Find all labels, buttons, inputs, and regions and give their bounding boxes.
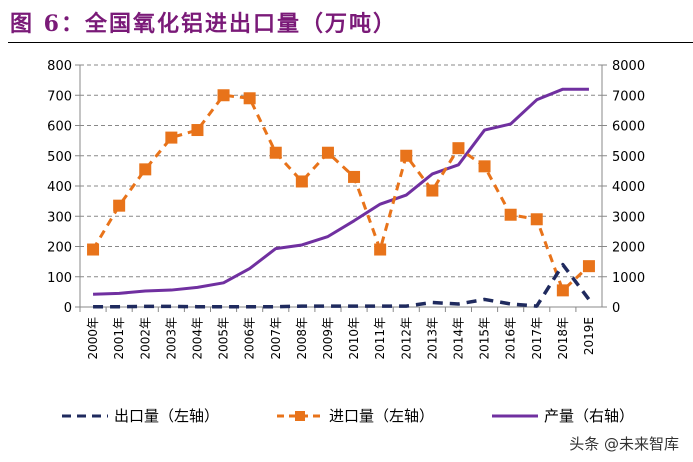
legend-swatch-import	[277, 410, 323, 421]
chart-title: 图 6：全国氧化铝进出口量（万吨）	[10, 11, 397, 37]
right-tick-label: 7000	[612, 89, 645, 104]
data-point-import	[217, 89, 230, 102]
left-tick-label: 300	[47, 210, 72, 225]
data-point-import	[452, 142, 465, 155]
left-tick-label: 100	[47, 271, 72, 286]
legend-item-production: 产量（右轴）	[490, 405, 634, 426]
data-point-import	[113, 199, 126, 212]
series-line-2	[92, 87, 589, 296]
legend-item-import: 进口量（左轴）	[275, 405, 434, 426]
x-tick-label: 2013年	[425, 317, 439, 360]
right-tick-label: 5000	[612, 150, 645, 165]
legend-label-export: 出口量（左轴）	[114, 407, 220, 425]
data-point-import	[504, 208, 517, 221]
right-tick-label: 1000	[612, 271, 645, 286]
series-line-1	[91, 93, 590, 292]
legend-label-production: 产量（右轴）	[544, 407, 635, 425]
x-tick-label: 2015年	[478, 317, 492, 360]
data-point-import	[556, 284, 569, 297]
legend: 出口量（左轴） 进口量（左轴） 产量（右轴）	[60, 405, 680, 431]
data-point-import	[269, 146, 282, 159]
series-line-0	[93, 262, 591, 309]
x-tick-label: 2014年	[451, 317, 465, 360]
x-tick-label: 2006年	[243, 317, 257, 360]
data-point-import	[139, 163, 152, 176]
x-tick-label: 2011年	[373, 317, 387, 360]
right-tick-label: 0	[612, 301, 620, 316]
data-point-import	[348, 170, 361, 183]
left-tick-label: 800	[47, 59, 72, 74]
x-tick-label: 2004年	[190, 317, 204, 360]
data-point-import	[478, 160, 491, 173]
right-tick-label: 3000	[612, 210, 645, 225]
data-point-import	[243, 92, 256, 105]
right-tick-label: 8000	[612, 59, 645, 74]
x-tick-label: 2017年	[530, 317, 544, 360]
left-tick-label: 700	[47, 89, 72, 104]
x-tick-label: 2016年	[504, 317, 518, 360]
x-tick-label: 2003年	[164, 317, 178, 360]
x-tick-label: 2008年	[295, 317, 309, 360]
x-tick-label: 2019E	[582, 317, 596, 355]
right-tick-label: 2000	[612, 241, 645, 256]
data-point-import	[87, 243, 100, 256]
x-tick-label: 2001年	[112, 317, 126, 360]
left-tick-label: 0	[64, 301, 72, 316]
x-tick-label: 2009年	[321, 317, 335, 360]
data-point-import	[321, 146, 334, 159]
watermark: 头条 @未来智库	[569, 435, 679, 453]
x-tick-label: 2012年	[399, 317, 413, 360]
left-tick-label: 500	[47, 150, 72, 165]
data-point-import	[374, 243, 387, 256]
data-point-import	[530, 213, 543, 226]
legend-label-import: 进口量（左轴）	[329, 407, 435, 425]
legend-item-export: 出口量（左轴）	[60, 405, 219, 426]
x-tick-label: 2010年	[347, 317, 361, 360]
x-tick-label: 2002年	[138, 317, 152, 360]
data-point-import	[426, 184, 439, 197]
legend-swatch-production	[492, 414, 538, 417]
x-tick-label: 2018年	[556, 317, 570, 360]
left-tick-label: 400	[47, 180, 72, 195]
x-tick-label: 2005年	[217, 317, 231, 360]
data-point-import	[295, 175, 308, 188]
left-tick-label: 200	[47, 241, 72, 256]
legend-swatch-export	[62, 414, 108, 417]
title-divider	[8, 42, 693, 43]
x-tick-label: 2000年	[86, 317, 100, 360]
data-point-import	[400, 149, 413, 162]
x-tick-label: 2007年	[269, 317, 283, 360]
right-tick-label: 4000	[612, 180, 645, 195]
data-point-import	[165, 131, 178, 144]
right-tick-label: 6000	[612, 120, 645, 135]
data-point-import	[582, 260, 595, 273]
left-tick-label: 600	[47, 120, 72, 135]
data-point-import	[191, 124, 204, 137]
